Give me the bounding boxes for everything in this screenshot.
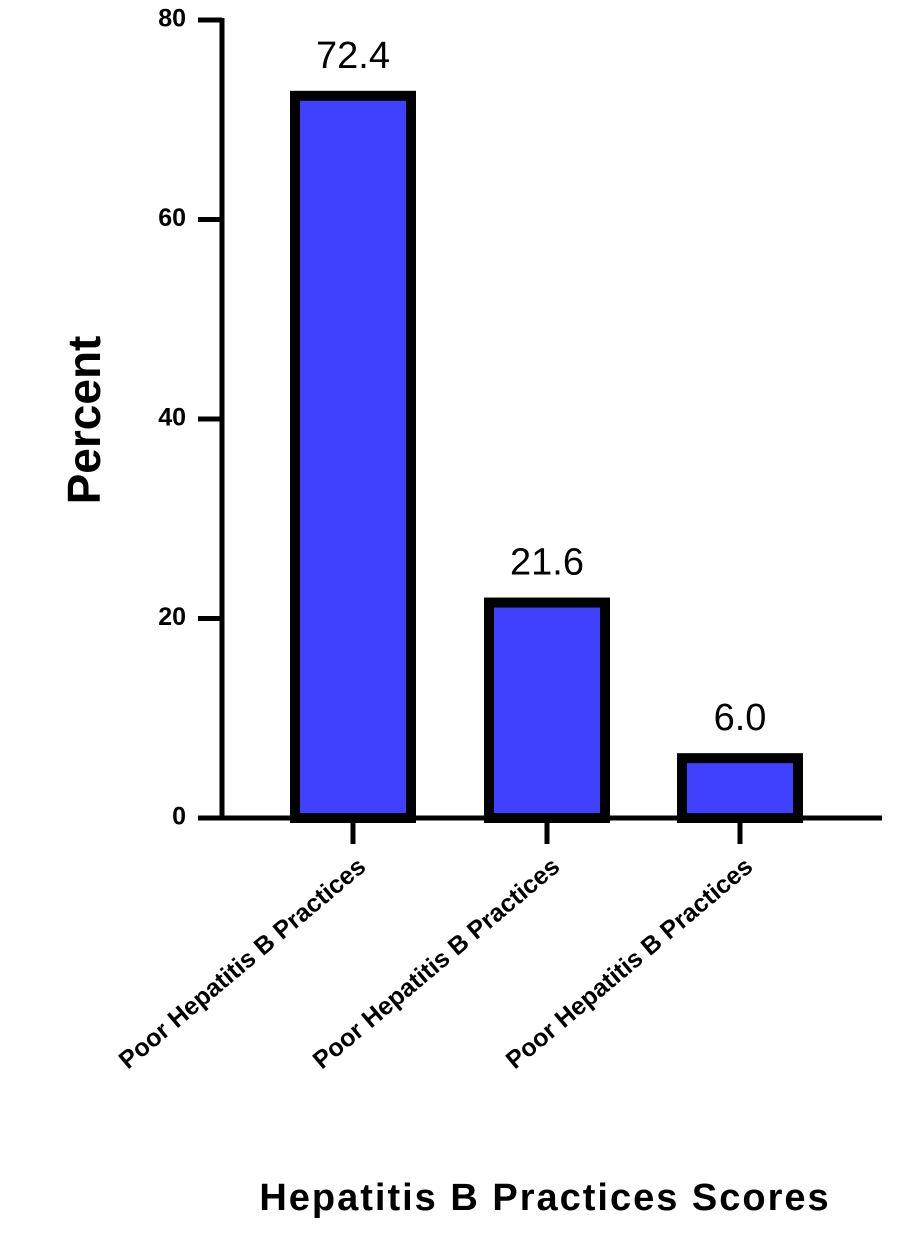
x-axis-title: Hepatitis B Practices Scores [259, 1177, 830, 1219]
y-tick-label: 0 [172, 803, 186, 831]
value-label: 72.4 [316, 35, 390, 77]
y-axis-title: Percent [58, 336, 110, 505]
bar [677, 753, 803, 824]
y-tick-label: 20 [158, 603, 186, 631]
y-tick-label: 60 [158, 204, 186, 232]
bar [484, 597, 610, 823]
bar [290, 90, 416, 823]
y-tick-label: 40 [158, 404, 186, 432]
y-tick-label: 80 [158, 5, 186, 33]
value-label: 21.6 [510, 542, 584, 584]
value-label: 6.0 [714, 697, 767, 739]
